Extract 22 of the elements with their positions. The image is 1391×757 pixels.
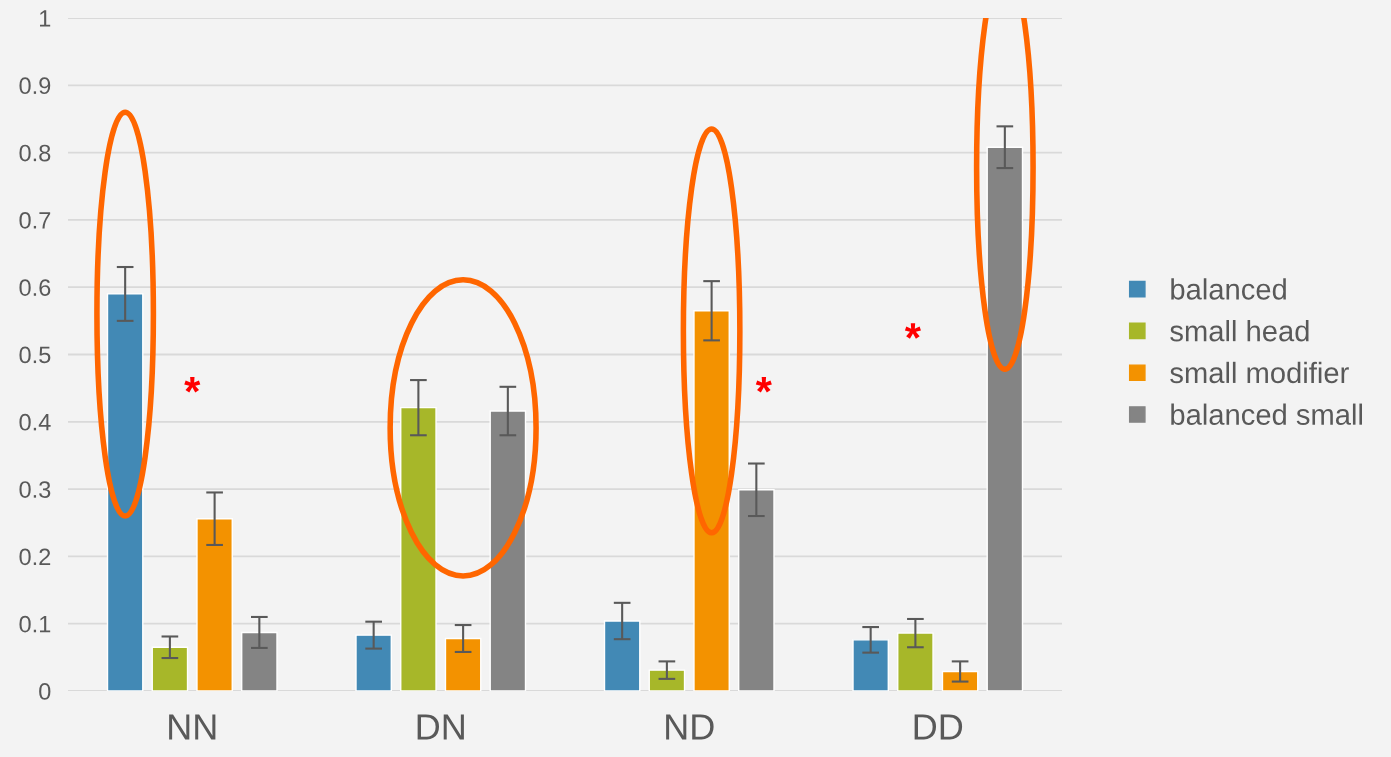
annotation: * xyxy=(755,376,772,393)
y-tick-label: 0 xyxy=(39,683,51,700)
y-tick-label: 0.5 xyxy=(19,346,51,364)
y-tick-label: 0.9 xyxy=(19,77,51,95)
legend-label: small head xyxy=(1170,320,1309,342)
y-tick-label: 0.1 xyxy=(19,615,51,633)
y-tick-label: 0.7 xyxy=(19,211,51,229)
y-tick-label: 0.6 xyxy=(19,279,51,296)
annotation: * xyxy=(904,323,921,339)
y-tick-label: 0.3 xyxy=(19,481,51,498)
legend-label: balanced xyxy=(1171,278,1286,300)
y-tick-label: 0.8 xyxy=(19,144,51,162)
annotation: * xyxy=(184,376,201,393)
x-tick-label: ND xyxy=(666,714,714,740)
y-tick-label: 1 xyxy=(40,10,51,27)
y-tick-label: 0.2 xyxy=(19,548,51,566)
legend-label: balanced small xyxy=(1171,403,1362,425)
y-tick-label: 0.4 xyxy=(19,413,51,431)
legend-label: small modifier xyxy=(1170,361,1349,384)
x-tick-label: NN xyxy=(169,714,216,740)
x-tick-label: DD xyxy=(914,714,963,740)
x-tick-label: DN xyxy=(417,714,464,740)
